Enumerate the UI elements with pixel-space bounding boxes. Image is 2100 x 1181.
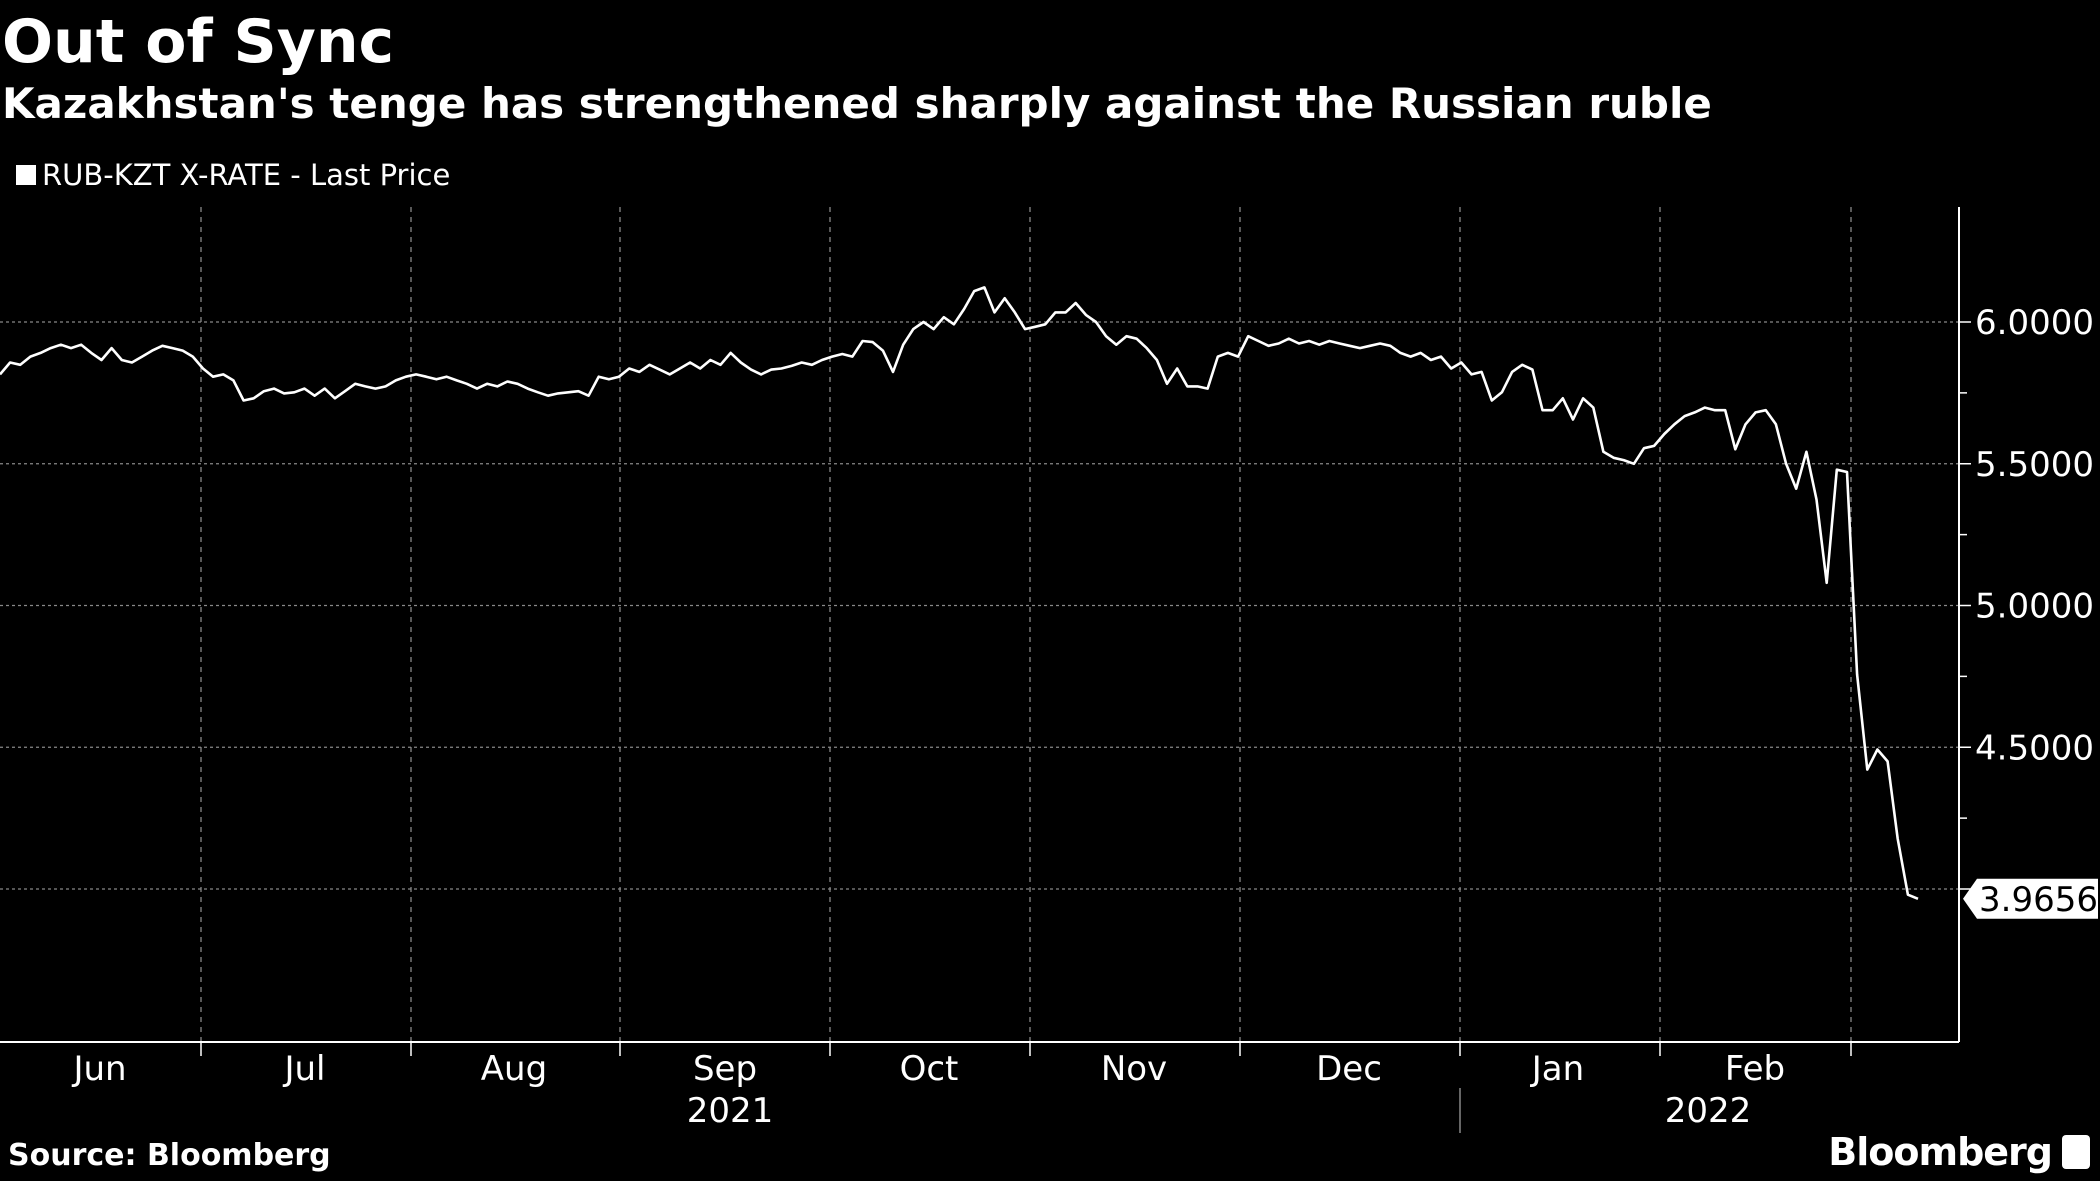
y-tick-label: 5.0000 [1975,587,2094,627]
x-tick-label: Jan [1530,1049,1584,1089]
x-tick-label: Nov [1101,1049,1167,1089]
x-tick-label: Aug [481,1049,547,1089]
x-tick-label: Jun [71,1049,126,1089]
legend-swatch [16,165,36,185]
series-line [0,286,1919,901]
brand-name: Bloomberg [1828,1130,2053,1174]
chart-title: Out of Sync [2,7,395,77]
last-value-label: 3.9656 [1979,880,2098,920]
y-tick-label: 4.5000 [1975,728,2094,768]
x-tick-label: Dec [1316,1049,1382,1089]
x-tick-label: Sep [693,1049,757,1089]
year-label: 2022 [1665,1091,1752,1131]
bloomberg-logo: Bloomberg [1828,1130,2090,1174]
x-tick-label: Oct [900,1049,959,1089]
chart-subtitle: Kazakhstan's tenge has strengthened shar… [2,79,1712,128]
y-tick-label: 5.5000 [1975,445,2094,485]
bloomberg-chart-icon [2062,1135,2090,1169]
source-note: Source: Bloomberg [8,1138,331,1173]
year-label: 2021 [687,1091,774,1131]
last-value-badge [1963,878,2098,919]
x-tick-label: Jul [282,1049,325,1089]
y-tick-label: 6.0000 [1975,303,2094,343]
legend-label: RUB-KZT X-RATE - Last Price [42,158,451,192]
x-tick-label: Feb [1725,1049,1785,1089]
legend: RUB-KZT X-RATE - Last Price [16,158,450,192]
